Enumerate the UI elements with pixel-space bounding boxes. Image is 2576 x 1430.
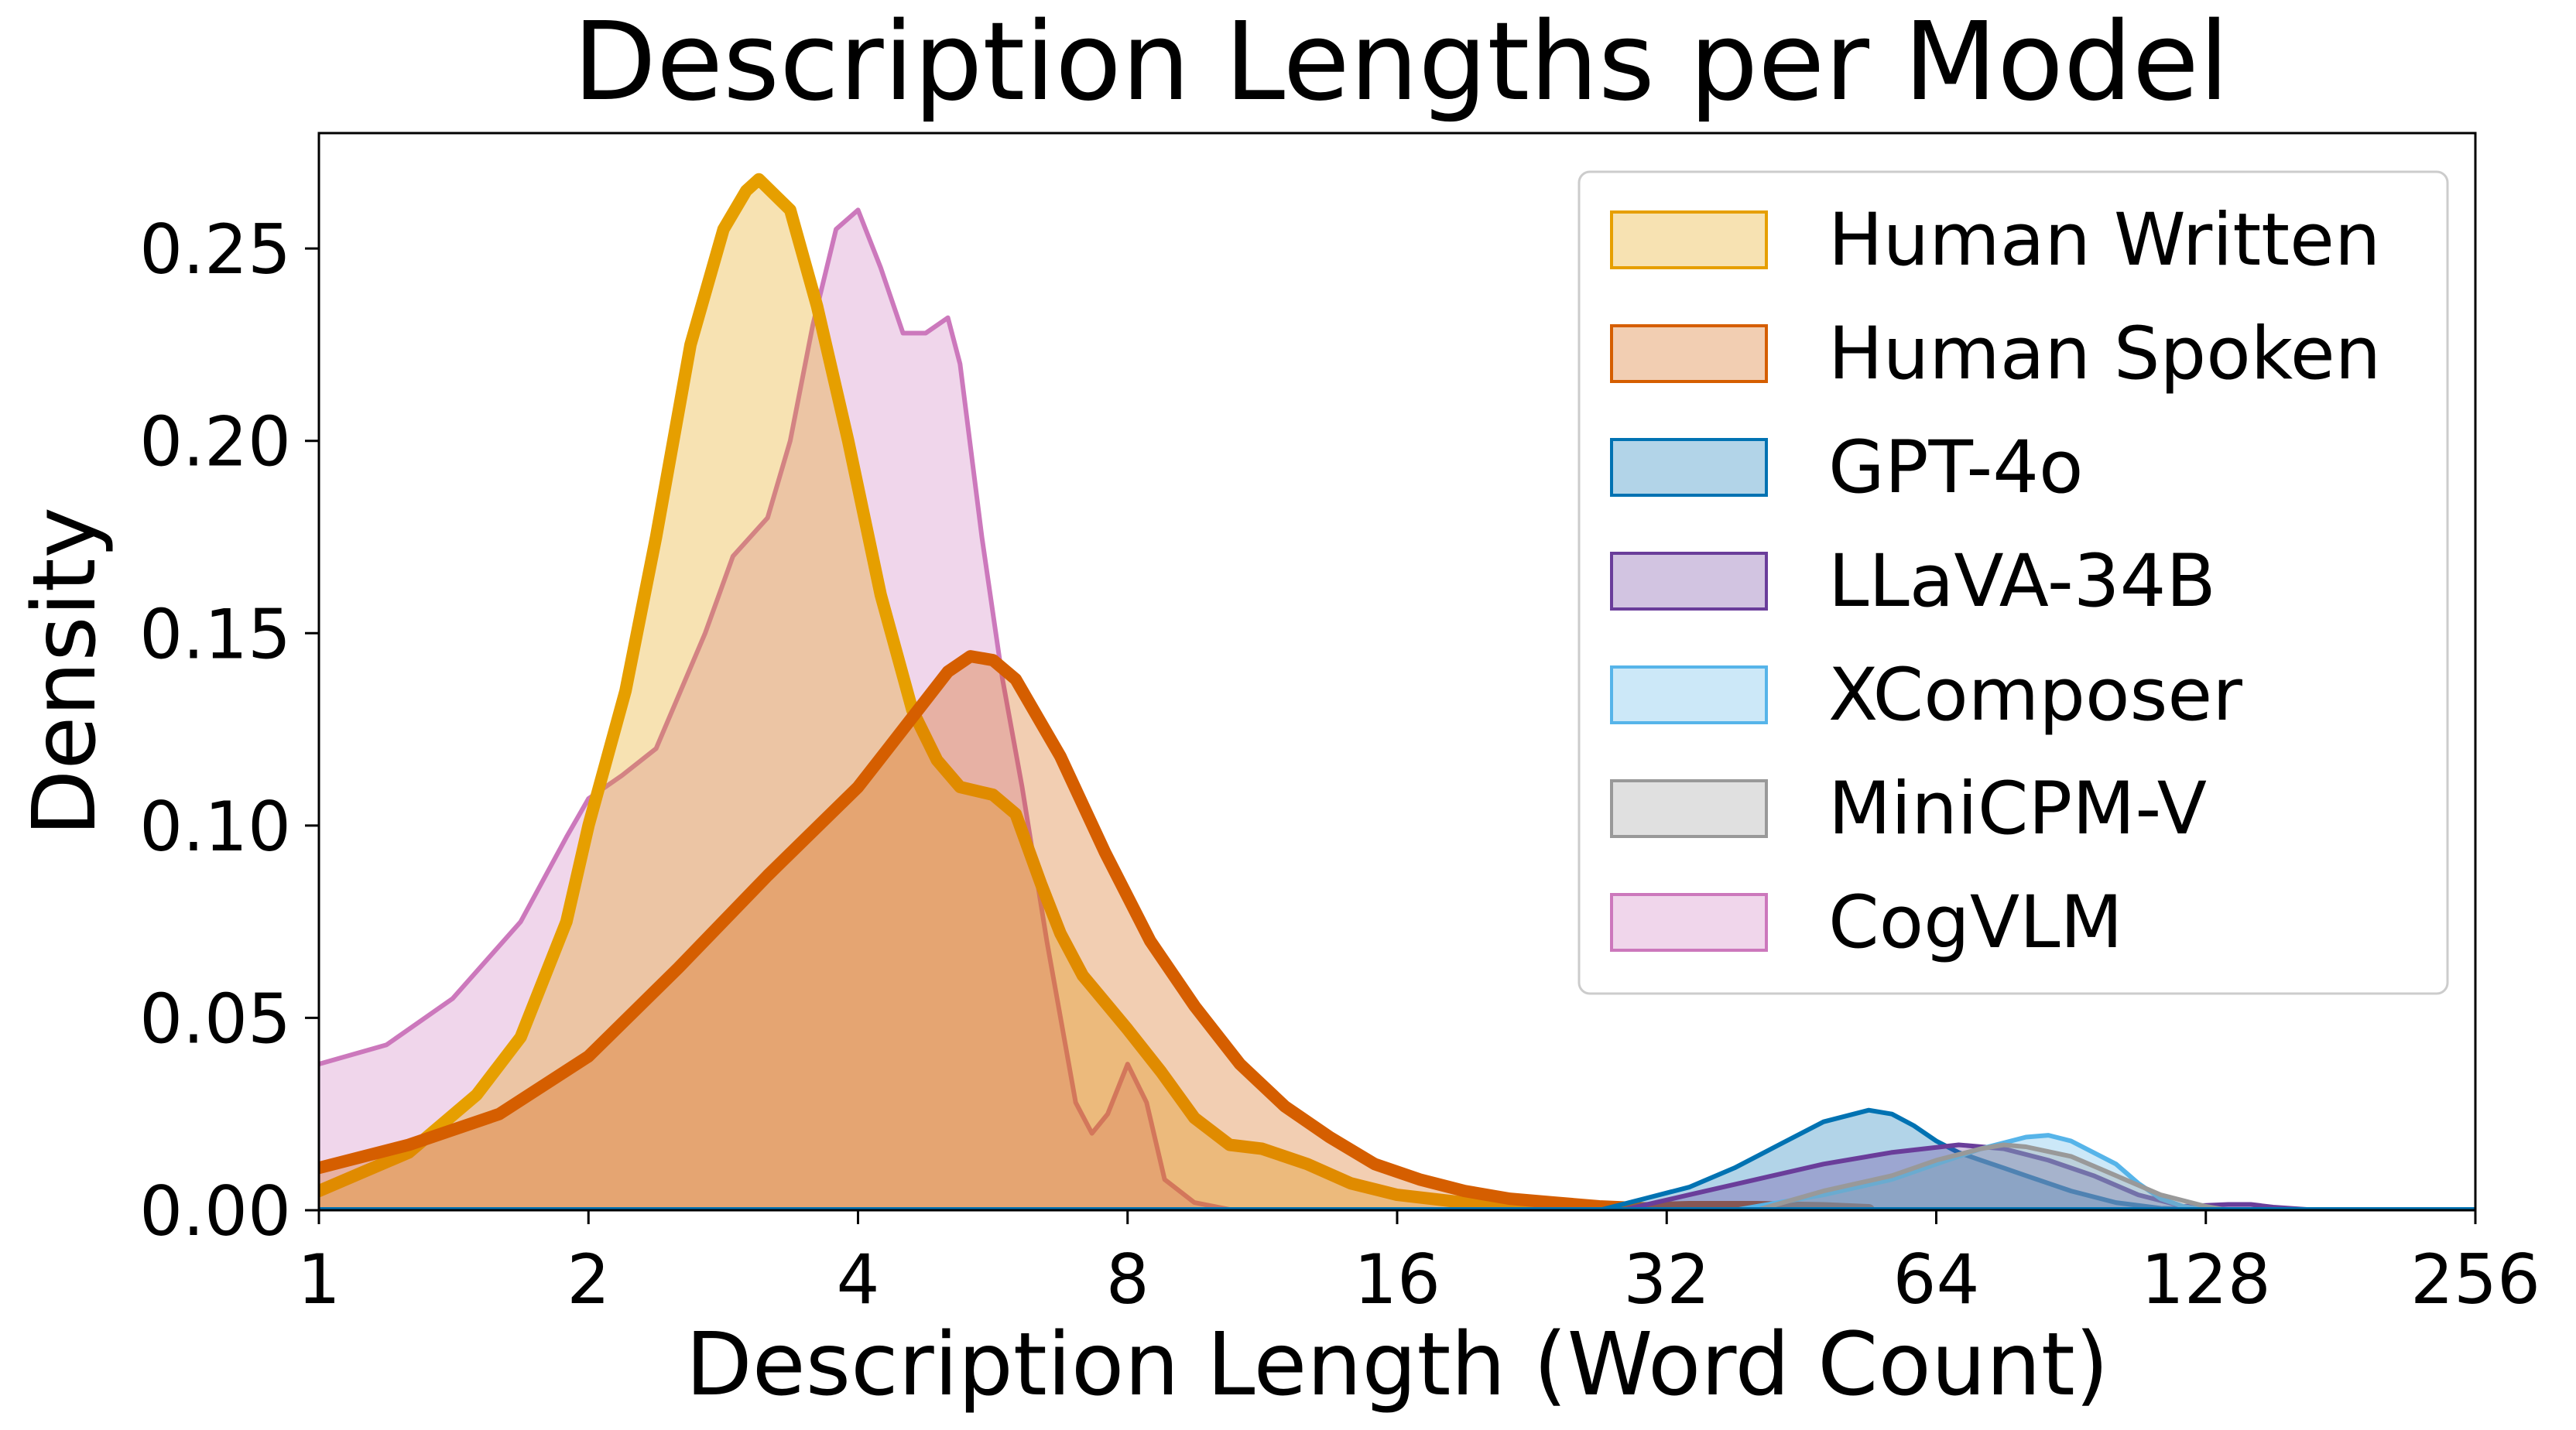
legend-label-xcomposer: XComposer: [1828, 653, 2242, 737]
legend-label-gpt-4o: GPT-4o: [1828, 426, 2084, 510]
series-line-llava-34b: [1619, 1142, 2321, 1210]
y-tick-label: 0.05: [139, 979, 291, 1059]
legend-swatch-xcomposer: [1610, 665, 1768, 724]
x-tick-label: 1: [297, 1240, 341, 1319]
legend-label-llava-34b: LLaVA-34B: [1828, 539, 2216, 624]
y-axis-label: Density: [15, 507, 115, 836]
series-fill-gpt-4o: [1599, 1110, 2251, 1210]
x-tick-label: 256: [2410, 1240, 2540, 1319]
legend-label-cogvlm: CogVLM: [1828, 881, 2123, 965]
y-tick-label: 0.25: [139, 210, 291, 289]
legend-label-human-written: Human Written: [1828, 198, 2381, 282]
y-tick-label: 0.20: [139, 402, 291, 482]
x-axis-label: Description Length (Word Count): [686, 1315, 2109, 1415]
series-fill-xcomposer: [1734, 1135, 2206, 1210]
y-tick-label: 0.10: [139, 787, 291, 867]
y-axis: 0.00 0.05 0.10 0.15 0.20 0.25: [139, 210, 319, 1251]
x-tick-label: 32: [1623, 1240, 1710, 1319]
chart-title: Description Lengths per Model: [573, 0, 2229, 125]
series-fill-minicpm-v: [1756, 1144, 2228, 1210]
legend-frame: [1577, 170, 2449, 995]
x-axis: 1 2 4 8 16 32 64 128 256: [297, 1210, 2540, 1319]
series-layer: [319, 173, 2475, 1210]
series-fill-llava-34b: [1622, 1144, 2318, 1210]
series-fill-human-written: [319, 179, 1586, 1210]
legend-swatch-llava-34b: [1610, 552, 1768, 611]
x-tick-label: 8: [1106, 1240, 1149, 1319]
x-tick-label: 16: [1354, 1240, 1440, 1319]
series-line-xcomposer: [1732, 1133, 2208, 1210]
legend-label-human-spoken: Human Spoken: [1828, 312, 2381, 396]
series-fill-human-spoken: [319, 656, 1869, 1210]
legend-swatch-cogvlm: [1610, 893, 1768, 952]
series-line-human-written: [319, 173, 1592, 1210]
series-line-minicpm-v: [1754, 1142, 2231, 1210]
legend-swatch-human-written: [1610, 210, 1768, 269]
legend: Human Written Human Spoken GPT-4o LLaVA-34B…: [1577, 170, 2449, 995]
x-tick-label: 4: [837, 1240, 880, 1319]
x-tick-label: 2: [567, 1240, 610, 1319]
y-tick-label: 0.00: [139, 1172, 291, 1251]
legend-swatch-minicpm-v: [1610, 779, 1768, 838]
x-tick-label: 64: [1893, 1240, 1980, 1319]
legend-label-minicpm-v: MiniCPM-V: [1828, 767, 2207, 851]
legend-swatch-human-spoken: [1610, 324, 1768, 383]
y-tick-label: 0.15: [139, 594, 291, 674]
x-tick-label: 128: [2141, 1240, 2271, 1319]
legend-swatch-gpt-4o: [1610, 438, 1768, 497]
